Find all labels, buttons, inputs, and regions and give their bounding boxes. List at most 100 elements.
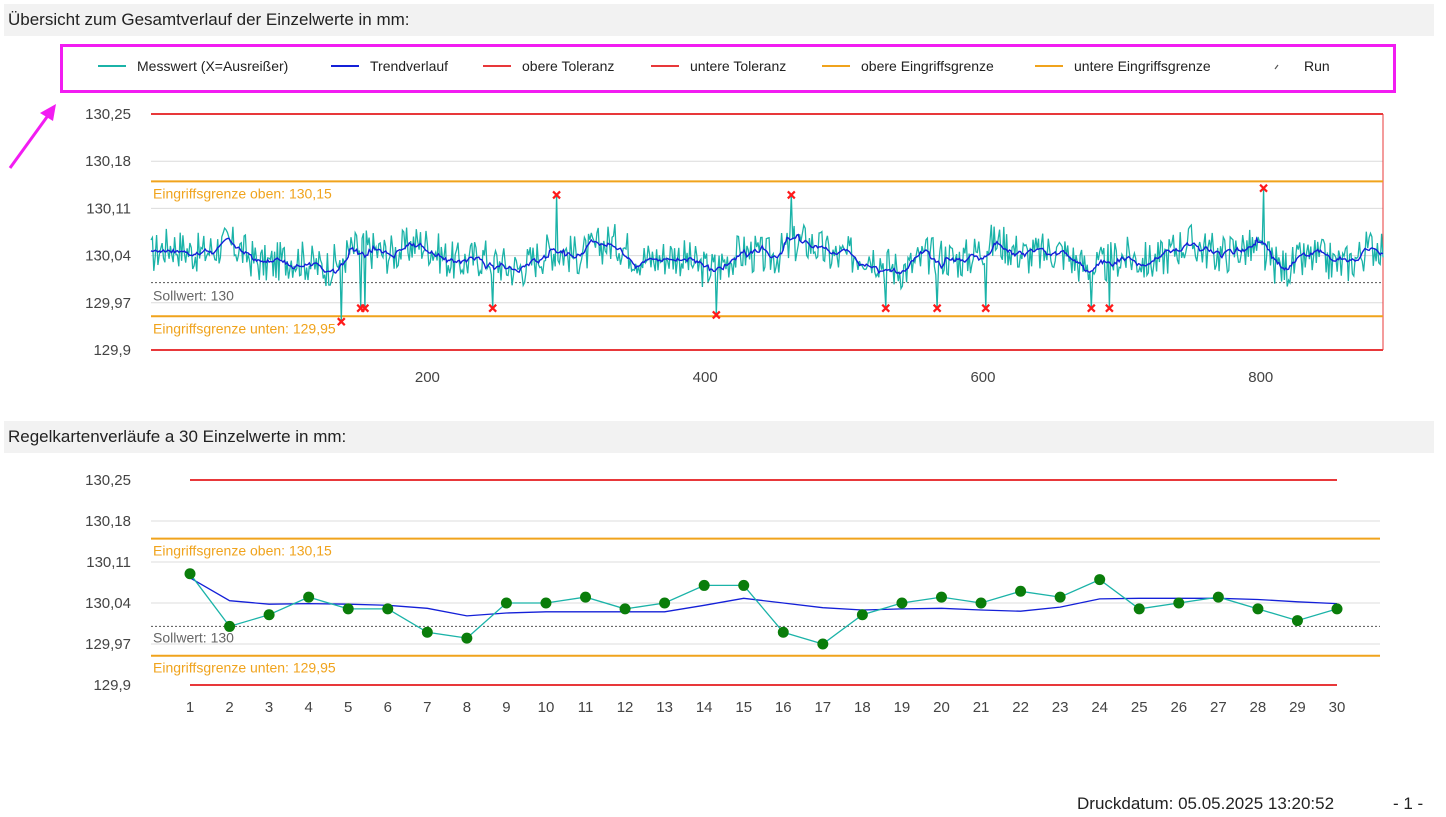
print-date: Druckdatum: 05.05.2025 13:20:52	[1077, 794, 1335, 813]
data-point	[500, 597, 512, 609]
data-point	[896, 597, 908, 609]
outlier-marker	[1105, 303, 1114, 313]
outlier-marker	[1259, 183, 1268, 193]
outlier-marker	[488, 303, 497, 313]
data-point	[935, 591, 947, 603]
legend-item: untere Toleranz	[651, 58, 786, 74]
x-tick-label: 9	[502, 699, 510, 716]
measurement-line	[150, 188, 1384, 322]
data-point	[224, 620, 236, 632]
trend-line	[150, 233, 1384, 275]
data-point	[1015, 585, 1027, 597]
outlier-marker	[881, 303, 891, 313]
legend-item: Run	[1265, 58, 1330, 74]
outlier-marker	[787, 190, 796, 200]
legend-swatch	[1265, 59, 1293, 73]
legend-item: obere Toleranz	[483, 58, 614, 74]
data-point	[619, 603, 631, 615]
x-tick-label: 400	[693, 369, 718, 386]
legend-label: untere Eingriffsgrenze	[1074, 58, 1211, 74]
data-point	[580, 591, 592, 603]
legend-item: Messwert (X=Ausreißer)	[98, 58, 288, 74]
data-point	[1252, 603, 1264, 615]
x-tick-label: 5	[344, 699, 352, 716]
x-tick-label: 29	[1289, 699, 1306, 716]
x-tick-label: 18	[854, 699, 871, 716]
y-tick-label: 130,11	[86, 554, 131, 571]
y-tick-label: 130,18	[85, 153, 131, 170]
y-tick-label: 130,25	[85, 106, 131, 123]
outlier-marker	[712, 310, 721, 320]
legend-label: obere Toleranz	[522, 58, 615, 74]
data-point	[856, 609, 868, 621]
legend-swatch	[98, 65, 126, 67]
data-point	[1054, 591, 1066, 603]
y-tick-label: 130,11	[86, 200, 131, 217]
x-tick-label: 600	[970, 369, 995, 386]
legend-swatch	[483, 65, 511, 67]
y-tick-label: 130,04	[85, 595, 131, 612]
x-tick-label: 27	[1210, 699, 1227, 716]
data-point	[1133, 603, 1145, 615]
data-point	[738, 579, 750, 591]
legend-label: Run	[1304, 58, 1330, 74]
y-tick-label: 129,9	[93, 677, 131, 694]
x-tick-label: 17	[814, 699, 831, 716]
data-point	[659, 597, 671, 609]
x-tick-label: 22	[1012, 699, 1029, 716]
data-point	[1291, 615, 1303, 627]
x-tick-label: 3	[265, 699, 273, 716]
x-tick-label: 19	[894, 699, 911, 716]
x-tick-label: 10	[538, 699, 555, 716]
x-tick-label: 7	[423, 699, 431, 716]
data-point	[1173, 597, 1185, 609]
page-number: - 1 -	[1393, 794, 1424, 813]
x-tick-label: 21	[973, 699, 990, 716]
y-tick-label: 129,97	[85, 636, 131, 653]
overview-section-header: Übersicht zum Gesamtverlauf der Einzelwe…	[4, 4, 1434, 36]
data-point	[421, 626, 433, 638]
x-tick-label: 11	[578, 699, 594, 716]
x-tick-label: 1	[186, 699, 194, 716]
x-tick-label: 30	[1329, 699, 1346, 716]
x-tick-label: 15	[735, 699, 752, 716]
outlier-marker	[337, 317, 346, 326]
x-tick-label: 200	[415, 369, 440, 386]
sollwert-label: Sollwert: 130	[153, 629, 234, 645]
trend-line	[189, 577, 1338, 617]
x-tick-label: 6	[384, 699, 392, 716]
y-tick-label: 130,25	[85, 472, 131, 489]
legend-swatch	[1035, 65, 1063, 67]
data-point	[1331, 603, 1343, 615]
x-tick-label: 14	[696, 699, 713, 716]
legend-item: obere Eingriffsgrenze	[822, 58, 994, 74]
legend-item: untere Eingriffsgrenze	[1035, 58, 1211, 74]
x-tick-label: 4	[304, 699, 312, 716]
x-tick-label: 28	[1250, 699, 1267, 716]
data-point	[263, 609, 275, 621]
lower-intervention-label: Eingriffsgrenze unten: 129,95	[153, 660, 336, 676]
legend-label: Messwert (X=Ausreißer)	[137, 58, 289, 74]
data-point	[975, 597, 987, 609]
x-tick-label: 16	[775, 699, 792, 716]
upper-intervention-label: Eingriffsgrenze oben: 130,15	[153, 543, 332, 559]
annotation-arrow-icon	[8, 104, 56, 169]
outlier-marker	[981, 303, 991, 313]
legend-highlight-box	[60, 44, 1396, 93]
data-point	[817, 638, 829, 650]
legend-item: Trendverlauf	[331, 58, 448, 74]
x-tick-label: 26	[1170, 699, 1187, 716]
outlier-marker	[1087, 303, 1096, 313]
x-tick-label: 800	[1248, 369, 1273, 386]
x-tick-label: 23	[1052, 699, 1069, 716]
data-point	[540, 597, 552, 609]
data-point	[698, 579, 710, 591]
outlier-marker	[552, 190, 561, 200]
legend-swatch	[651, 65, 679, 67]
data-point	[382, 603, 394, 615]
data-point	[1212, 591, 1224, 603]
y-tick-label: 130,18	[85, 513, 131, 530]
data-point	[303, 591, 315, 603]
x-tick-label: 24	[1091, 699, 1108, 716]
